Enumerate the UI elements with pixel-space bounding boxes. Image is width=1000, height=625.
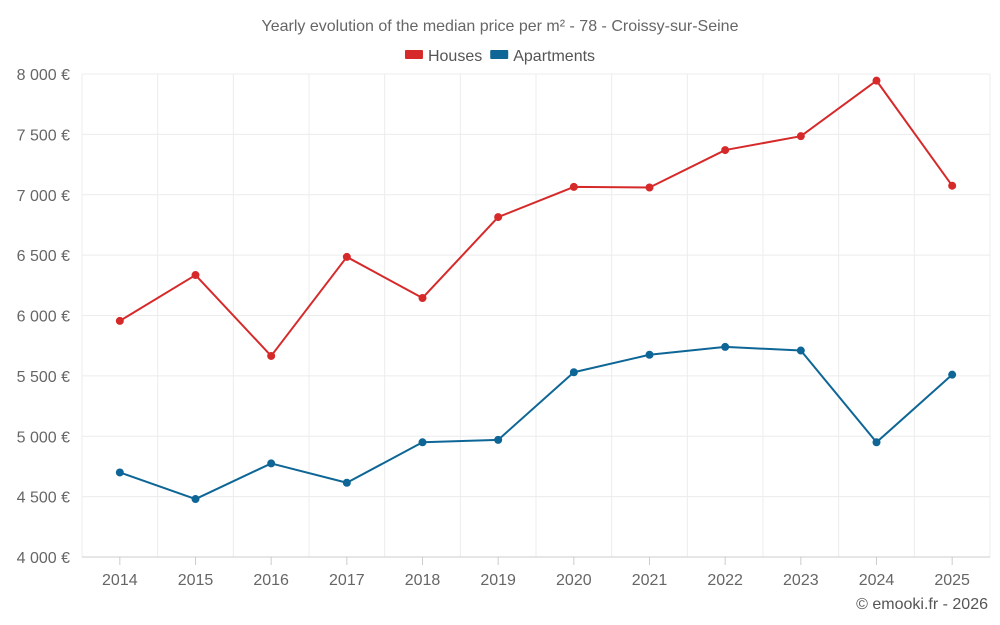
data-point-houses-2021[interactable]	[645, 183, 654, 192]
data-point-apartments-2016[interactable]	[267, 459, 276, 468]
y-tick-label-6500: 6 500 €	[17, 248, 70, 265]
data-point-houses-2014[interactable]	[115, 316, 124, 325]
data-point-apartments-2017[interactable]	[342, 478, 351, 487]
x-tick-label-2021: 2021	[632, 572, 668, 589]
credit-label: © emooki.fr - 2026	[856, 596, 988, 613]
data-point-apartments-2019[interactable]	[494, 435, 503, 444]
data-point-houses-2016[interactable]	[267, 351, 276, 360]
y-tick-label-6000: 6 000 €	[17, 309, 70, 326]
data-point-houses-2018[interactable]	[418, 293, 427, 302]
data-point-apartments-2023[interactable]	[796, 346, 805, 355]
legend-swatch-apartments	[490, 50, 509, 59]
y-tick-label-8000: 8 000 €	[17, 67, 70, 84]
data-point-houses-2017[interactable]	[342, 252, 351, 261]
data-point-houses-2022[interactable]	[721, 146, 730, 155]
x-tick-label-2020: 2020	[556, 572, 592, 589]
x-tick-label-2014: 2014	[102, 572, 138, 589]
x-tick-label-2022: 2022	[707, 572, 743, 589]
legend-item-houses[interactable]: Houses	[404, 48, 482, 65]
legend: Houses Apartments	[404, 48, 595, 65]
x-tick-label-2023: 2023	[783, 572, 819, 589]
x-tick-label-2025: 2025	[934, 572, 970, 589]
y-tick-label-5000: 5 000 €	[17, 429, 70, 446]
x-tick-label-2018: 2018	[405, 572, 441, 589]
legend-label-houses: Houses	[428, 48, 482, 65]
x-tick-label-2024: 2024	[859, 572, 895, 589]
data-point-apartments-2021[interactable]	[645, 350, 654, 359]
data-point-houses-2015[interactable]	[191, 271, 200, 280]
data-point-houses-2025[interactable]	[948, 181, 957, 190]
data-point-houses-2020[interactable]	[569, 182, 578, 191]
chart-title: Yearly evolution of the median price per…	[262, 18, 739, 35]
x-axis: 2014 2015 2016 2017 2018 2019 2020 2021 2022 2023…	[82, 556, 990, 589]
y-tick-label-4500: 4 500 €	[17, 490, 70, 507]
y-tick-label-7500: 7 500 €	[17, 127, 70, 144]
legend-label-apartments: Apartments	[513, 48, 595, 65]
data-point-apartments-2022[interactable]	[721, 342, 730, 351]
data-point-apartments-2014[interactable]	[115, 468, 124, 477]
data-point-houses-2024[interactable]	[872, 76, 881, 85]
y-tick-label-5500: 5 500 €	[17, 369, 70, 386]
data-point-houses-2019[interactable]	[494, 213, 503, 222]
x-tick-label-2015: 2015	[178, 572, 214, 589]
x-tick-label-2017: 2017	[329, 572, 365, 589]
x-tick-label-2019: 2019	[480, 572, 516, 589]
data-point-apartments-2024[interactable]	[872, 438, 881, 447]
data-point-apartments-2020[interactable]	[569, 368, 578, 377]
series-line-houses	[119, 79, 953, 357]
series-line-apartments	[119, 345, 953, 501]
data-point-apartments-2018[interactable]	[418, 438, 427, 447]
data-point-houses-2023[interactable]	[796, 132, 805, 141]
data-point-apartments-2025[interactable]	[948, 370, 957, 379]
y-tick-label-4000: 4 000 €	[17, 550, 70, 567]
data-point-apartments-2015[interactable]	[191, 495, 200, 504]
series-layer	[115, 76, 957, 504]
y-axis: 4 000 € 4 500 € 5 000 € 5 500 € 6 000 € 6 500…	[17, 67, 70, 567]
legend-swatch-houses	[404, 50, 423, 59]
y-tick-label-7000: 7 000 €	[17, 188, 70, 205]
legend-item-apartments[interactable]: Apartments	[490, 48, 595, 65]
x-tick-label-2016: 2016	[253, 572, 289, 589]
grid	[81, 73, 991, 557]
